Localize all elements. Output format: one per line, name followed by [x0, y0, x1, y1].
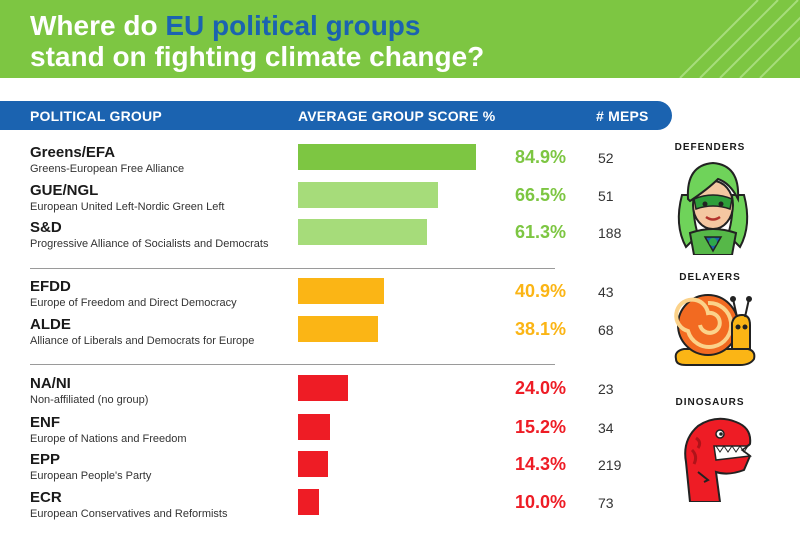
- group-full-name: Europe of Nations and Freedom: [30, 433, 187, 445]
- group-full-name: Greens-European Free Alliance: [30, 163, 185, 175]
- meps-count: 52: [598, 150, 614, 166]
- table-row: Greens/EFA Greens-European Free Alliance 8…: [0, 144, 680, 178]
- table-row: EFDD Europe of Freedom and Direct Democra…: [0, 278, 680, 312]
- superhero-icon: [677, 161, 749, 255]
- meps-count: 51: [598, 188, 614, 204]
- score-bar: [298, 278, 384, 304]
- score-label: 15.2%: [514, 417, 566, 437]
- meps-count: 34: [598, 420, 614, 436]
- group-full-name: European Conservatives and Reformists: [30, 508, 228, 520]
- header-meps: # MEPS: [596, 108, 649, 124]
- group-name: ALDE: [30, 316, 71, 333]
- score-label: 10.0%: [514, 492, 566, 512]
- table-row: EPP European People's Party 14.3% 219: [0, 451, 680, 485]
- group-name: GUE/NGL: [30, 182, 99, 199]
- score-label: 66.5%: [514, 185, 566, 205]
- score-label: 40.9%: [514, 281, 566, 301]
- title-part1: Where do: [30, 10, 166, 41]
- meps-count: 43: [598, 284, 614, 300]
- score-label: 38.1%: [514, 319, 566, 339]
- header-score: AVERAGE GROUP SCORE %: [298, 108, 496, 124]
- score-bar: [298, 182, 438, 208]
- group-full-name: Progressive Alliance of Socialists and D…: [30, 238, 269, 250]
- group-full-name: European United Left-Nordic Green Left: [30, 201, 225, 213]
- meps-count: 68: [598, 322, 614, 338]
- divider-line: [30, 268, 555, 269]
- meps-count: 188: [598, 225, 622, 241]
- group-name: Greens/EFA: [30, 144, 116, 161]
- group-name: NA/NI: [30, 375, 71, 392]
- title-highlight: EU political groups: [165, 10, 421, 41]
- score-bar: [298, 219, 427, 245]
- group-full-name: Europe of Freedom and Direct Democracy: [30, 297, 237, 309]
- group-name: S&D: [30, 219, 62, 236]
- score-label: 61.3%: [514, 222, 566, 242]
- table-row: NA/NI Non-affiliated (no group) 24.0% 23: [0, 375, 680, 409]
- title-banner: Where do EU political groups stand on fi…: [0, 0, 800, 78]
- score-bar: [298, 316, 378, 342]
- score-bar: [298, 375, 348, 401]
- title-part2: stand on fighting climate change?: [30, 41, 485, 72]
- meps-count: 73: [598, 495, 614, 511]
- group-name: EPP: [30, 451, 61, 468]
- table-row: ENF Europe of Nations and Freedom 15.2% 34: [0, 414, 680, 448]
- score-label: 14.3%: [514, 454, 566, 474]
- score-bar: [298, 414, 330, 440]
- column-header: POLITICAL GROUP AVERAGE GROUP SCORE % # …: [0, 101, 672, 130]
- group-name: EFDD: [30, 278, 71, 295]
- divider-line: [30, 364, 555, 365]
- table-row: ALDE Alliance of Liberals and Democrats f…: [0, 316, 680, 350]
- table-row: ECR European Conservatives and Reformists…: [0, 489, 680, 523]
- table-row: S&D Progressive Alliance of Socialists an…: [0, 219, 680, 253]
- table-row: GUE/NGL European United Left-Nordic Green…: [0, 182, 680, 216]
- meps-count: 219: [598, 457, 622, 473]
- category-label-defenders: DEFENDERS: [674, 142, 746, 153]
- dinosaur-icon: [684, 417, 752, 502]
- decorative-stripes: [679, 0, 800, 78]
- group-name: ECR: [30, 489, 62, 506]
- group-name: ENF: [30, 414, 60, 431]
- score-label: 84.9%: [514, 147, 566, 167]
- group-full-name: Non-affiliated (no group): [30, 394, 149, 406]
- snail-icon: [674, 294, 756, 366]
- chart-title: Where do EU political groups stand on fi…: [30, 10, 484, 72]
- header-group: POLITICAL GROUP: [30, 108, 162, 124]
- score-label: 24.0%: [514, 378, 566, 398]
- score-bar: [298, 489, 319, 515]
- group-full-name: Alliance of Liberals and Democrats for E…: [30, 335, 255, 347]
- meps-count: 23: [598, 381, 614, 397]
- category-label-delayers: DELAYERS: [679, 272, 741, 283]
- group-full-name: European People's Party: [30, 470, 152, 482]
- score-bar: [298, 451, 328, 477]
- category-label-dinosaurs: DINOSAURS: [675, 397, 745, 408]
- score-bar: [298, 144, 476, 170]
